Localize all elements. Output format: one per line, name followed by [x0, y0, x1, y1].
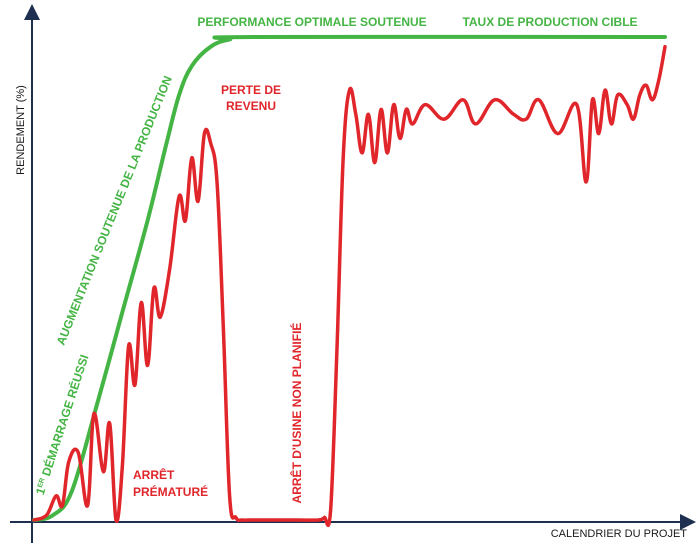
annotation-optimal: PERFORMANCE OPTIMALE SOUTENUE [197, 15, 426, 29]
annotation-unplanned: ARRÊT D'USINE NON PLANIFIÉ [289, 323, 304, 504]
annotation-revenue-loss-line1: PERTE DE [221, 83, 281, 97]
annotation-target-rate: TAUX DE PRODUCTION CIBLE [462, 15, 637, 29]
series-line-actual [32, 44, 667, 528]
y-axis-label: RENDEMENT (%) [15, 85, 27, 175]
annotation-revenue-loss-line2: REVENU [226, 99, 276, 113]
annotation-premature-line2: PRÉMATURÉ [133, 484, 208, 499]
annotation-premature-line1: ARRÊT [133, 467, 175, 482]
x-axis-label: CALENDRIER DU PROJET [551, 528, 688, 540]
